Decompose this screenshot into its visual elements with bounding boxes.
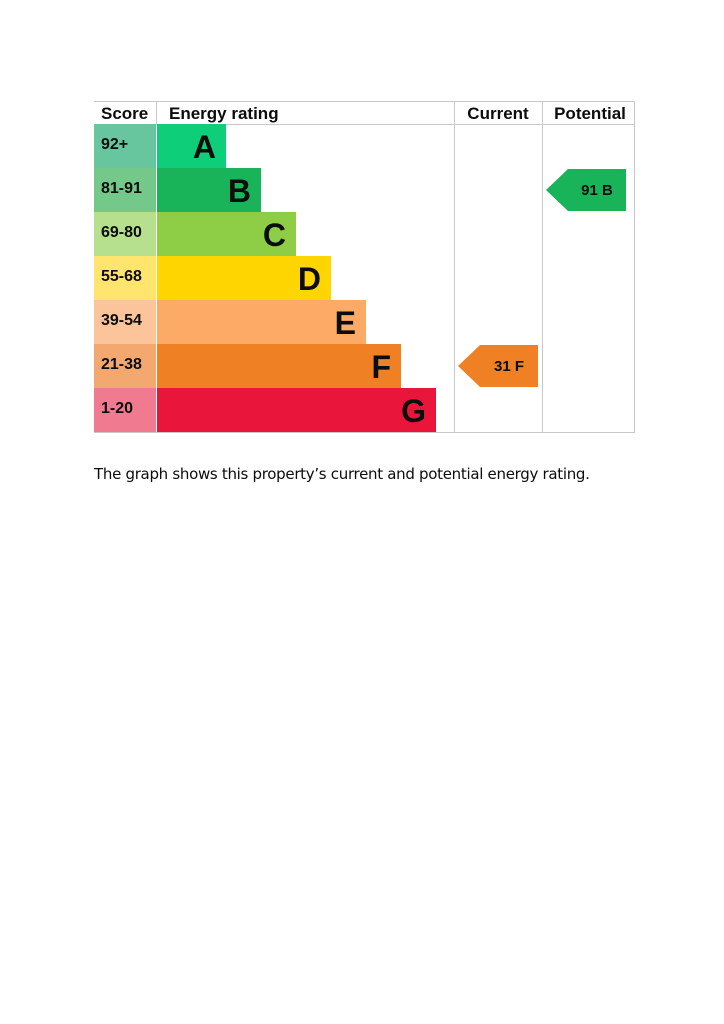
current-arrow [458, 345, 538, 387]
band-bar-b [157, 168, 261, 212]
score-label-a: 92+ [101, 136, 128, 153]
score-label-b: 81-91 [101, 180, 142, 197]
score-cell-e [94, 300, 156, 344]
band-letter-d: D [298, 261, 321, 297]
score-cell-g [94, 388, 156, 432]
band-letter-g: G [401, 393, 426, 429]
score-label-d: 55-68 [101, 268, 142, 285]
band-bar-c [157, 212, 296, 256]
band-letter-a: A [193, 129, 216, 165]
band-bar-d [157, 256, 331, 300]
band-bar-f [157, 344, 401, 388]
score-cell-c [94, 212, 156, 256]
band-letter-c: C [263, 217, 286, 253]
score-cell-f [94, 344, 156, 388]
header-score: Score [101, 104, 148, 123]
band-bar-g [157, 388, 436, 432]
band-letter-e: E [335, 305, 356, 341]
potential-rating-label: 91 B [581, 182, 613, 199]
band-letter-b: B [228, 173, 251, 209]
potential-arrow [546, 169, 626, 211]
score-label-e: 39-54 [101, 312, 142, 329]
band-bar-a [157, 124, 226, 168]
score-cell-d [94, 256, 156, 300]
band-bar-e [157, 300, 366, 344]
chart-caption: The graph shows this property’s current … [94, 465, 590, 483]
band-letter-f: F [371, 349, 391, 385]
rating-indicators: 31 F 91 B [458, 169, 626, 387]
header-potential: Potential [554, 104, 626, 123]
header-current: Current [467, 104, 529, 123]
epc-chart: Score Energy rating Current Potential 92… [94, 101, 635, 433]
score-cell-b [94, 168, 156, 212]
score-label-f: 21-38 [101, 356, 142, 373]
current-rating-label: 31 F [494, 358, 524, 375]
rating-bands: 92+ A 81-91 B 69-80 C 55-68 D 39-54 E 21-38 F 1-20 G [94, 124, 436, 432]
header-energy-rating: Energy rating [169, 104, 279, 123]
score-label-c: 69-80 [101, 224, 142, 241]
score-cell-a [94, 124, 156, 168]
score-label-g: 1-20 [101, 400, 133, 417]
